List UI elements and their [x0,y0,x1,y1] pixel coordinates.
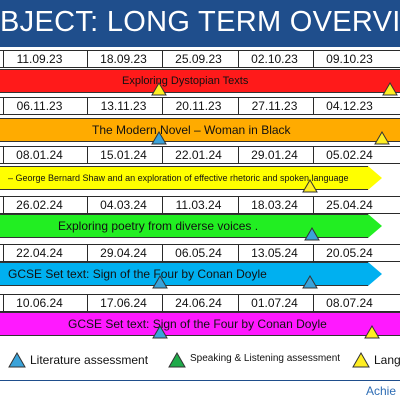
language-assessment-triangle-icon [364,325,380,339]
week-date: 18.09.23 [87,51,159,67]
unit-label: Exploring Dystopian Texts [122,75,249,87]
date-row: 11.09.23 18.09.23 25.09.23 02.10.23 09.10.23 [0,50,400,68]
week-date: 25.04.24 [313,197,385,213]
footer: Achie [0,380,400,401]
week-date: 13.11.23 [87,98,159,114]
week-date: 04.03.24 [87,197,159,213]
literature-assessment-triangle-icon [152,325,168,339]
week-date: 20.11.23 [162,98,234,114]
week-date: 05.02.24 [313,147,385,163]
unit-label: – George Bernard Shaw and an exploration… [8,173,349,183]
unit-bar: Exploring poetry from diverse voices . [0,214,368,238]
unit-label: The Modern Novel – Woman in Black [92,123,291,137]
language-assessment-triangle-icon [374,131,390,145]
week-date: 13.05.24 [238,245,310,261]
date-row: 26.02.24 04.03.24 11.03.24 18.03.24 25.04.24 [0,196,400,214]
week-date: 02.10.23 [238,51,310,67]
literature-assessment-triangle-icon [151,131,167,145]
unit-bar: GCSE Set text: Sign of the Four by Conan… [0,262,368,286]
unit-label: Exploring poetry from diverse voices . [58,219,259,233]
language-assessment-triangle-icon [151,82,167,96]
legend-label: Speaking & Listening assessment [190,353,341,364]
date-row: 22.04.24 29.04.24 06.05.24 13.05.24 20.05.24 [0,244,400,262]
arrow-head [368,166,382,190]
week-date: 01.07.24 [238,295,310,311]
week-date: 04.12.23 [313,98,385,114]
unit-bar: GCSE Set text: Sign of the Four by Conan… [0,312,400,336]
week-date: 06.11.23 [3,98,75,114]
arrow-head [368,214,382,238]
week-date: 11.09.23 [3,51,75,67]
week-date: 22.04.24 [3,245,75,261]
week-date: 22.01.24 [162,147,234,163]
triangle-icon [8,351,26,373]
date-row: 10.06.24 17.06.24 24.06.24 01.07.24 08.07.24 [0,294,400,312]
legend-label: Lang [374,353,400,367]
date-row: 08.01.24 15.01.24 22.01.24 29.01.24 05.02.24 [0,146,400,164]
unit-label: GCSE Set text: Sign of the Four by Conan… [68,317,327,331]
literature-assessment-triangle-icon [304,227,320,241]
week-date: 08.07.24 [313,295,385,311]
week-date: 18.03.24 [238,197,310,213]
triangle-icon [352,351,370,373]
literature-assessment-triangle-icon [302,275,318,289]
week-date: 27.11.23 [238,98,310,114]
week-date: 15.01.24 [87,147,159,163]
language-assessment-triangle-icon [302,179,318,193]
week-date: 20.05.24 [313,245,385,261]
week-date: 24.06.24 [162,295,234,311]
triangle-icon [168,351,186,373]
date-row: 06.11.23 13.11.23 20.11.23 27.11.23 04.12.23 [0,97,400,115]
unit-bar: The Modern Novel – Woman in Black [0,118,400,142]
unit-label: GCSE Set text: Sign of the Four by Conan… [8,267,267,281]
literature-assessment-triangle-icon [152,275,168,289]
title-band: BJECT: LONG TERM OVERVIEW 20 [0,0,400,47]
week-date: 17.06.24 [87,295,159,311]
week-date: 09.10.23 [313,51,385,67]
week-date: 10.06.24 [3,295,75,311]
arrow-head [368,262,382,286]
week-date: 08.01.24 [3,147,75,163]
week-date: 25.09.23 [162,51,234,67]
week-date: 06.05.24 [162,245,234,261]
legend-label: Literature assessment [30,353,149,367]
week-date: 29.01.24 [238,147,310,163]
language-assessment-triangle-icon [382,82,398,96]
legend: Literature assessment Speaking & Listenin… [0,344,400,378]
unit-bar: Exploring Dystopian Texts [0,69,400,93]
week-date: 29.04.24 [87,245,159,261]
page-title: BJECT: LONG TERM OVERVIEW 20 [0,6,400,38]
week-date: 26.02.24 [3,197,75,213]
week-date: 11.03.24 [162,197,234,213]
footer-text: Achie [366,384,397,398]
